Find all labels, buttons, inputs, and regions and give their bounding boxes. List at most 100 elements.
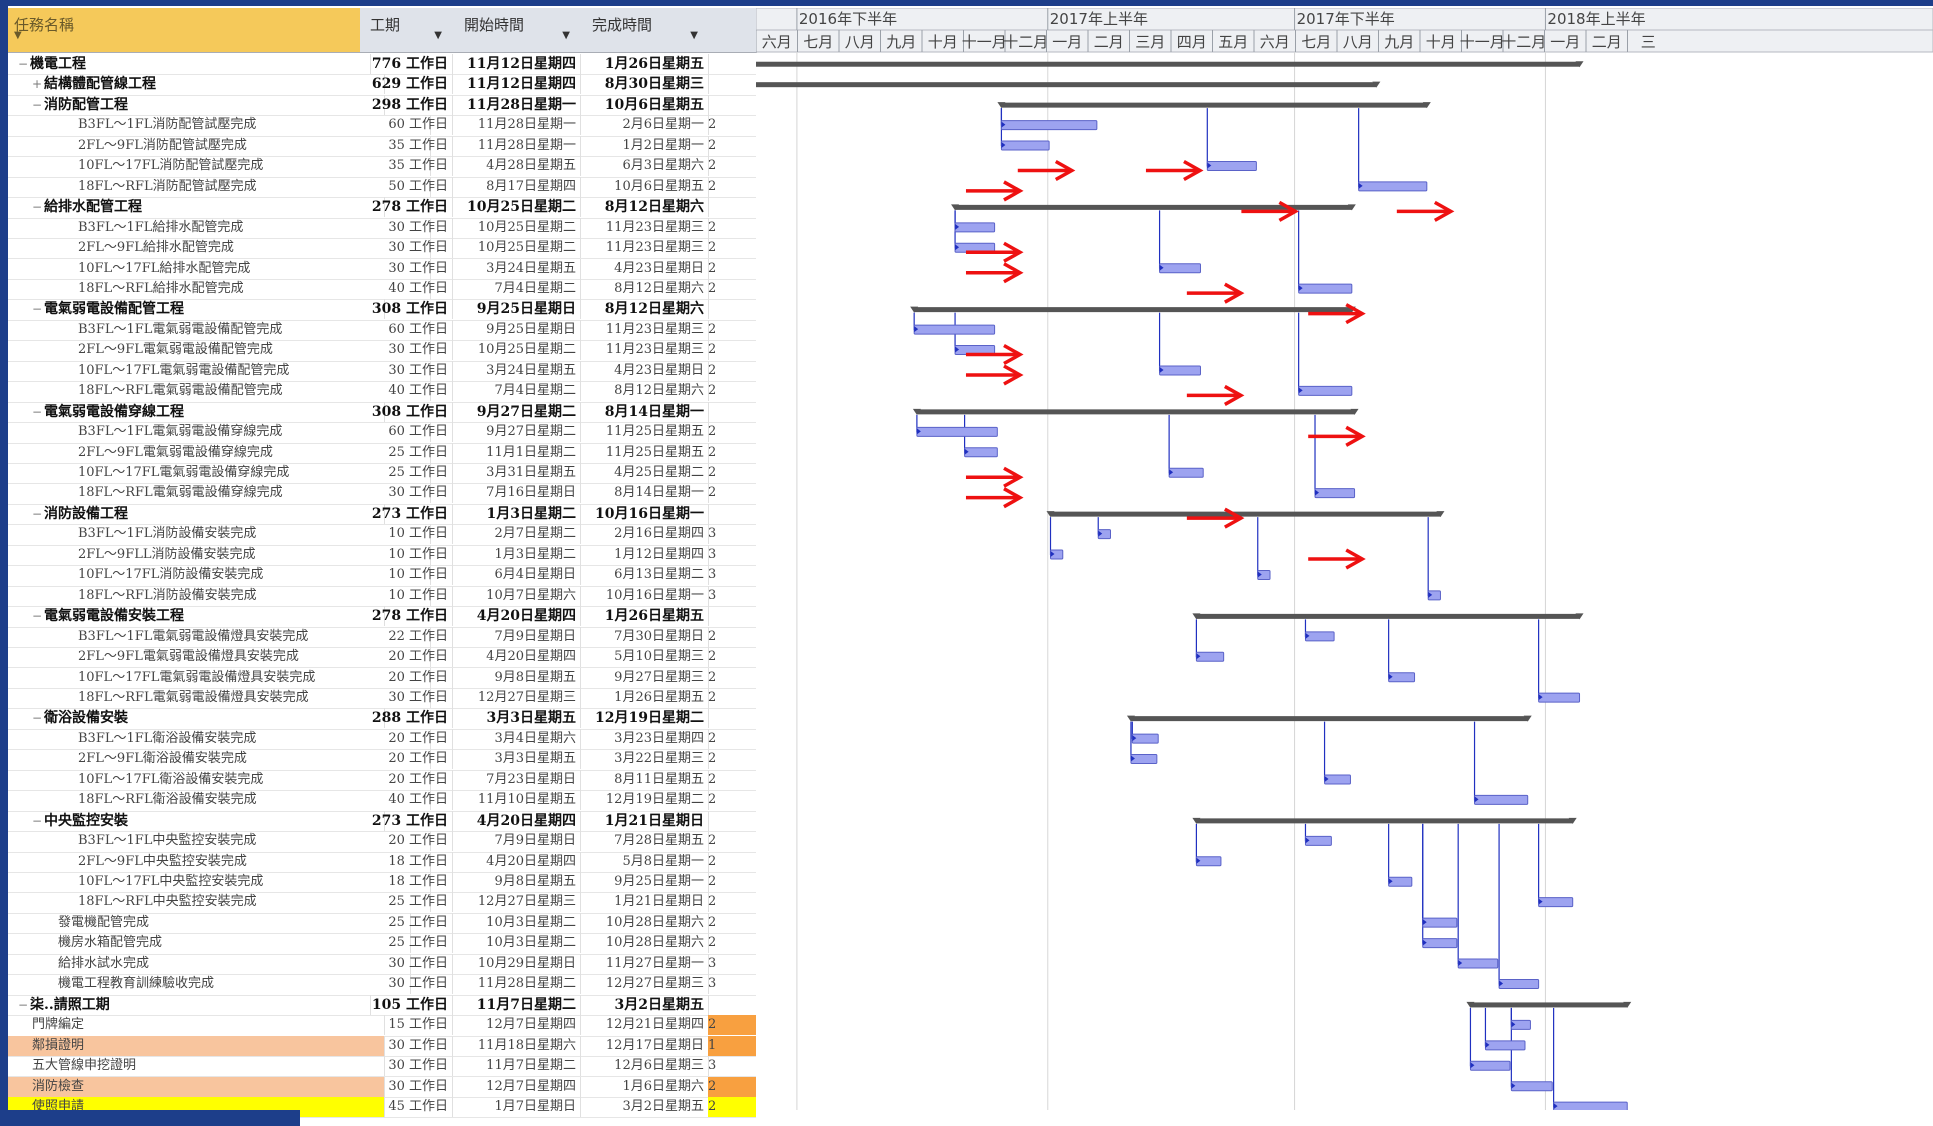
start-date-cell[interactable]: 12月7日星期四 bbox=[452, 1076, 581, 1097]
start-date-cell[interactable]: 12月27日星期三 bbox=[452, 892, 581, 913]
task-name-cell[interactable]: 2FL～9FL電氣弱電設備燈具安裝完成 bbox=[8, 647, 431, 668]
start-date-cell[interactable]: 11月7日星期二 bbox=[452, 1056, 581, 1077]
task-row[interactable]: B3FL～1FL電氣弱電設備配管完成 60 工作日 9月25日星期日 11月23日星期… bbox=[8, 319, 756, 342]
task-bar[interactable] bbox=[1159, 365, 1201, 376]
finish-date-cell[interactable]: 3月2日星期五 bbox=[580, 1096, 709, 1117]
task-name-cell[interactable]: − 消防配管工程 bbox=[8, 94, 385, 115]
start-date-cell[interactable]: 11月7日星期二 bbox=[452, 994, 581, 1015]
task-name-cell[interactable]: 10FL～17FL電氣弱電設備配管完成 bbox=[8, 360, 431, 381]
task-row[interactable]: B3FL～1FL電氣弱電設備燈具安裝完成 22 工作日 7月9日星期日 7月30日星期… bbox=[8, 626, 756, 649]
duration-cell[interactable]: 30 工作日 bbox=[360, 1076, 453, 1097]
task-name-cell[interactable]: B3FL～1FL電氣弱電設備穿線完成 bbox=[8, 422, 431, 443]
filter-dropdown-icon[interactable]: ▼ bbox=[434, 30, 442, 41]
task-row[interactable]: 18FL～RFL衛浴設備安裝完成 40 工作日 11月10日星期五 12月19日星期二… bbox=[8, 790, 756, 812]
start-date-cell[interactable]: 9月25日星期日 bbox=[452, 319, 581, 340]
task-bar[interactable] bbox=[1469, 1060, 1511, 1071]
task-bar[interactable] bbox=[1000, 120, 1098, 131]
task-bar[interactable] bbox=[1474, 794, 1529, 805]
finish-date-cell[interactable]: 8月12日星期六 bbox=[580, 197, 709, 218]
summary-bar[interactable] bbox=[955, 204, 1352, 210]
task-row[interactable]: 18FL～RFL給排水配管完成 40 工作日 7月4日星期二 8月12日星期六 2 bbox=[8, 278, 756, 301]
extra-cell[interactable]: 2 bbox=[708, 914, 717, 930]
task-row[interactable]: 五大管線申挖證明 30 工作日 11月7日星期二 12月6日星期三 3 bbox=[8, 1056, 756, 1078]
task-name-cell[interactable]: 給排水試水完成 bbox=[8, 953, 411, 974]
task-name-cell[interactable]: + 結構體配管線工程 bbox=[8, 74, 385, 95]
task-name-cell[interactable]: − 電氣弱電設備安裝工程 bbox=[8, 606, 385, 627]
start-date-cell[interactable]: 11月12日星期四 bbox=[452, 74, 581, 95]
task-row[interactable]: 鄰損證明 30 工作日 11月18日星期六 12月17日星期日 1 bbox=[8, 1035, 756, 1058]
task-row[interactable]: B3FL～1FL消防設備安裝完成 10 工作日 2月7日星期二 2月16日星期四 3 bbox=[8, 524, 756, 546]
duration-cell[interactable]: 25 工作日 bbox=[360, 933, 453, 954]
task-bar[interactable] bbox=[1388, 876, 1413, 887]
summary-task-row[interactable]: − 電氣弱電設備配管工程 308 工作日 9月25日星期日 8月12日星期六 bbox=[8, 299, 756, 321]
summary-task-row[interactable]: − 柒..請照工期 105 工作日 11月7日星期二 3月2日星期五 bbox=[8, 994, 756, 1017]
task-bar[interactable] bbox=[1324, 774, 1351, 785]
task-name-cell[interactable]: − 機電工程 bbox=[8, 54, 371, 74]
finish-date-cell[interactable]: 12月21日星期四 bbox=[580, 1015, 709, 1036]
duration-cell[interactable]: 35 工作日 bbox=[360, 156, 453, 177]
finish-date-cell[interactable]: 4月25日星期二 bbox=[580, 463, 709, 483]
task-bar[interactable] bbox=[1553, 1101, 1628, 1110]
start-date-cell[interactable]: 12月7日星期四 bbox=[452, 1015, 581, 1036]
extra-cell[interactable]: 2 bbox=[708, 424, 717, 440]
task-name-cell[interactable]: 五大管線申挖證明 bbox=[8, 1056, 385, 1077]
duration-cell[interactable]: 45 工作日 bbox=[360, 1096, 453, 1117]
start-date-cell[interactable]: 1月3日星期二 bbox=[452, 503, 581, 524]
task-row[interactable]: 消防檢查 30 工作日 12月7日星期四 1月6日星期六 2 bbox=[8, 1076, 756, 1098]
duration-cell[interactable]: 25 工作日 bbox=[360, 892, 453, 913]
finish-date-cell[interactable]: 7月30日星期日 bbox=[580, 626, 709, 647]
task-name-cell[interactable]: − 給排水配管工程 bbox=[8, 197, 385, 218]
duration-cell[interactable]: 25 工作日 bbox=[360, 912, 453, 933]
finish-date-cell[interactable]: 1月21日星期日 bbox=[580, 810, 709, 831]
task-name-cell[interactable]: 18FL～RFL衛浴設備安裝完成 bbox=[8, 790, 431, 811]
finish-date-cell[interactable]: 1月26日星期五 bbox=[580, 54, 709, 74]
task-name-cell[interactable]: − 中央監控安裝 bbox=[8, 810, 385, 831]
task-bar[interactable] bbox=[954, 222, 996, 233]
task-name-cell[interactable]: 18FL～RFL消防設備安裝完成 bbox=[8, 585, 431, 606]
task-bar[interactable] bbox=[1097, 529, 1111, 540]
task-bar[interactable] bbox=[1298, 385, 1353, 396]
duration-cell[interactable]: 30 工作日 bbox=[360, 1056, 453, 1077]
finish-date-cell[interactable]: 10月6日星期五 bbox=[580, 94, 709, 115]
finish-date-cell[interactable]: 1月26日星期五 bbox=[580, 687, 709, 708]
column-header-start[interactable]: 開始時間 ▼ bbox=[452, 8, 581, 53]
start-date-cell[interactable]: 7月9日星期日 bbox=[452, 831, 581, 852]
start-date-cell[interactable]: 10月25日星期二 bbox=[452, 197, 581, 218]
filter-dropdown-icon[interactable]: ▼ bbox=[690, 30, 698, 41]
finish-date-cell[interactable]: 9月25日星期一 bbox=[580, 872, 709, 892]
task-name-cell[interactable]: 2FL～9FL中央監控安裝完成 bbox=[8, 851, 431, 872]
extra-cell[interactable]: 1 bbox=[708, 1035, 756, 1056]
task-row[interactable]: 10FL～17FL消防設備安裝完成 10 工作日 6月4日星期日 6月13日星期二 3 bbox=[8, 565, 756, 587]
task-bar[interactable] bbox=[1538, 692, 1581, 703]
duration-cell[interactable]: 308 工作日 bbox=[360, 299, 453, 320]
extra-cell[interactable]: 3 bbox=[708, 1058, 717, 1074]
task-name-cell[interactable]: 18FL～RFL電氣弱電設備配管完成 bbox=[8, 381, 431, 402]
duration-cell[interactable]: 60 工作日 bbox=[360, 319, 453, 340]
task-row[interactable]: 18FL～RFL消防配管試壓完成 50 工作日 8月17日星期四 10月6日星期五 2 bbox=[8, 176, 756, 199]
start-date-cell[interactable]: 9月27日星期二 bbox=[452, 422, 581, 443]
finish-date-cell[interactable]: 12月17日星期日 bbox=[580, 1035, 709, 1056]
duration-cell[interactable]: 30 工作日 bbox=[360, 360, 453, 381]
extra-cell[interactable]: 2 bbox=[708, 137, 717, 153]
task-bar[interactable] bbox=[964, 447, 998, 458]
task-bar[interactable] bbox=[1314, 488, 1356, 499]
start-date-cell[interactable]: 3月24日星期五 bbox=[452, 258, 581, 279]
summary-task-row[interactable]: − 電氣弱電設備安裝工程 278 工作日 4月20日星期四 1月26日星期五 bbox=[8, 606, 756, 628]
summary-task-row[interactable]: − 電氣弱電設備穿線工程 308 工作日 9月27日星期二 8月14日星期一 bbox=[8, 401, 756, 424]
start-date-cell[interactable]: 11月10日星期五 bbox=[452, 790, 581, 811]
extra-cell[interactable]: 2 bbox=[708, 240, 717, 256]
finish-date-cell[interactable]: 6月13日星期二 bbox=[580, 565, 709, 586]
extra-cell[interactable]: 2 bbox=[708, 1015, 756, 1036]
summary-bar[interactable] bbox=[1470, 1002, 1628, 1008]
task-name-cell[interactable]: 10FL～17FL消防配管試壓完成 bbox=[8, 156, 431, 177]
duration-cell[interactable]: 30 工作日 bbox=[360, 974, 453, 995]
finish-date-cell[interactable]: 11月23日星期三 bbox=[580, 340, 709, 361]
finish-date-cell[interactable]: 11月23日星期三 bbox=[580, 238, 709, 259]
start-date-cell[interactable]: 11月1日星期二 bbox=[452, 442, 581, 463]
start-date-cell[interactable]: 4月20日星期四 bbox=[452, 851, 581, 872]
summary-task-row[interactable]: − 衛浴設備安裝 288 工作日 3月3日星期五 12月19日星期二 bbox=[8, 708, 756, 730]
extra-cell[interactable]: 2 bbox=[708, 771, 717, 787]
finish-date-cell[interactable]: 12月27日星期三 bbox=[580, 974, 709, 995]
duration-cell[interactable]: 30 工作日 bbox=[360, 1035, 453, 1056]
collapse-toggle-icon[interactable]: − bbox=[18, 57, 29, 71]
